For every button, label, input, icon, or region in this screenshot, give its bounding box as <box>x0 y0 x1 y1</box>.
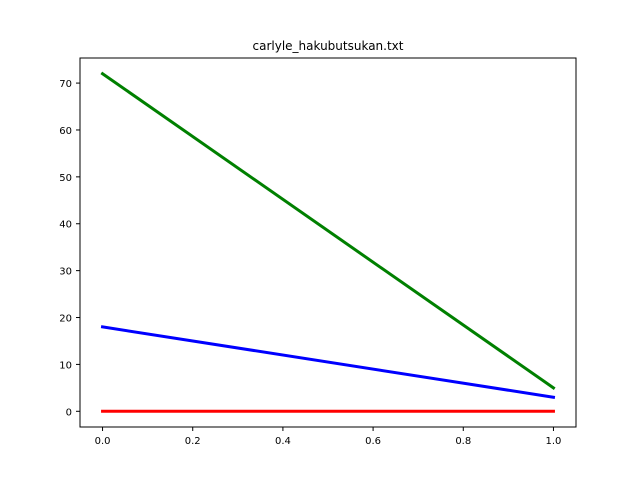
x-tick-label: 0.2 <box>185 436 201 447</box>
x-axis: 0.0 0.2 0.4 0.6 0.8 1.0 <box>95 427 562 447</box>
y-axis: 0 10 20 30 40 50 60 70 <box>59 79 80 418</box>
x-tick-label: 0.4 <box>275 436 291 447</box>
y-tick-label: 60 <box>59 126 72 137</box>
y-tick-label: 20 <box>59 314 72 325</box>
series-line-2 <box>100 325 556 399</box>
x-tick-label: 0.0 <box>95 436 111 447</box>
y-tick-label: 10 <box>59 360 72 371</box>
series-line-1 <box>100 71 556 390</box>
x-tick-label: 0.8 <box>455 436 471 447</box>
plot-frame <box>79 57 577 428</box>
y-tick-label: 30 <box>59 267 72 278</box>
y-tick-label: 50 <box>59 173 72 184</box>
series-layer <box>100 71 556 413</box>
y-tick-label: 0 <box>66 407 72 418</box>
y-tick-label: 40 <box>59 220 72 231</box>
chart-title: carlyle_hakubutsukan.txt <box>253 39 404 53</box>
x-tick-label: 1.0 <box>546 436 562 447</box>
y-tick-label: 70 <box>59 79 72 90</box>
x-tick-label: 0.6 <box>365 436 381 447</box>
